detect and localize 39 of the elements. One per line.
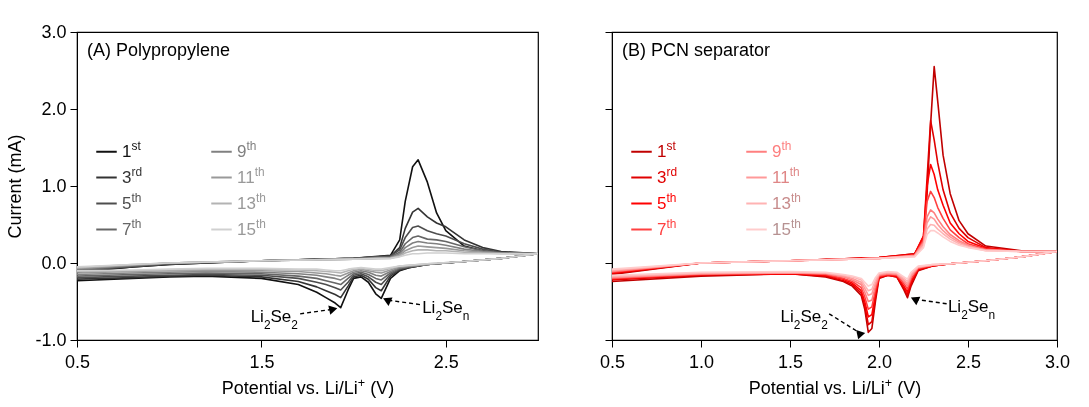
x-tick-label: 0.5 bbox=[599, 351, 626, 372]
legend-label: 3$^{rd}$ bbox=[122, 164, 143, 187]
x-axis-title: Potential vs. Li/Li$^{+}$ (V) bbox=[748, 375, 922, 398]
annotation: Li$_{2}$Se$_{n}$ bbox=[422, 297, 470, 323]
annotation: Li$_{2}$Se$_{2}$ bbox=[780, 306, 829, 332]
annotation: Li$_{2}$Se$_{n}$ bbox=[947, 296, 996, 322]
x-tick-label: 2.0 bbox=[866, 351, 893, 372]
x-tick-label: 1.5 bbox=[777, 351, 804, 372]
x-tick-label: 2.5 bbox=[955, 351, 982, 372]
x-tick-label: 2.5 bbox=[433, 351, 459, 372]
chart-title: (B) PCN separator bbox=[622, 40, 771, 60]
y-tick-label: 2.0 bbox=[41, 98, 67, 119]
x-tick-label: 1.0 bbox=[688, 351, 715, 372]
legend-label: 15$^{th}$ bbox=[237, 216, 266, 239]
y-tick-label: 1.0 bbox=[41, 175, 67, 196]
legend-label: 1$^{st}$ bbox=[657, 138, 677, 161]
legend-label: 5$^{th}$ bbox=[122, 190, 142, 213]
legend-label: 13$^{th}$ bbox=[237, 190, 266, 213]
y-axis-title: Current (mA) bbox=[5, 134, 26, 239]
legend-label: 9$^{th}$ bbox=[772, 138, 792, 161]
legend-label: 3$^{rd}$ bbox=[657, 164, 678, 187]
legend-label: 9$^{th}$ bbox=[237, 138, 257, 161]
y-tick-label: -1.0 bbox=[35, 329, 67, 350]
x-tick-label: 3.0 bbox=[1044, 351, 1071, 372]
legend-label: 5$^{th}$ bbox=[657, 190, 677, 213]
legend-label: 7$^{th}$ bbox=[122, 216, 142, 239]
legend-label: 11$^{th}$ bbox=[237, 164, 265, 187]
legend-label: 11$^{th}$ bbox=[772, 164, 800, 187]
annotation: Li$_{2}$Se$_{2}$ bbox=[250, 306, 299, 332]
chart-title: (A) Polypropylene bbox=[87, 40, 231, 60]
legend-label: 1$^{st}$ bbox=[122, 138, 142, 161]
x-axis-title: Potential vs. Li/Li$^{+}$ (V) bbox=[221, 375, 395, 398]
y-tick-label: 0.0 bbox=[41, 252, 67, 273]
x-tick-label: 1.5 bbox=[249, 351, 275, 372]
legend-label: 13$^{th}$ bbox=[772, 190, 801, 213]
y-tick-label: 3.0 bbox=[41, 21, 67, 42]
x-tick-label: 0.5 bbox=[64, 351, 91, 372]
legend-label: 15$^{th}$ bbox=[772, 216, 801, 239]
legend-label: 7$^{th}$ bbox=[657, 216, 677, 239]
